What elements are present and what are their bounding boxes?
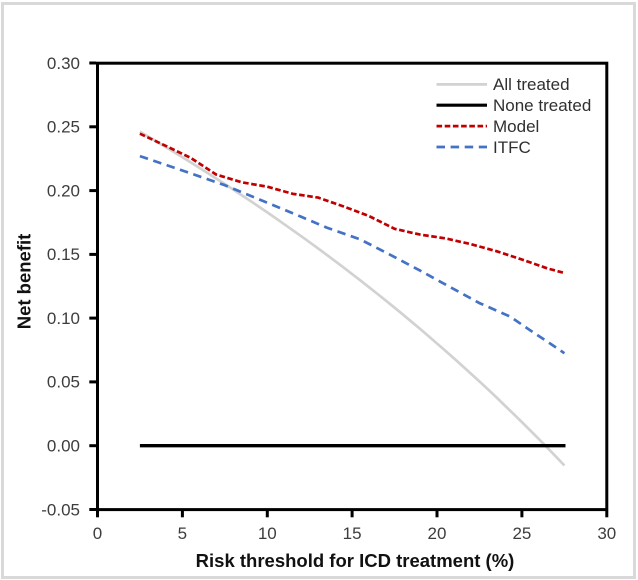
svg-text:0.20: 0.20 (47, 181, 80, 200)
svg-text:25: 25 (512, 524, 531, 543)
svg-text:0: 0 (93, 524, 102, 543)
svg-text:20: 20 (428, 524, 447, 543)
svg-text:All treated: All treated (493, 75, 570, 94)
svg-text:Risk threshold for ICD treatme: Risk threshold for ICD treatment (%) (196, 550, 515, 571)
svg-text:15: 15 (343, 524, 362, 543)
svg-text:0.25: 0.25 (47, 118, 80, 137)
svg-text:Model: Model (493, 117, 539, 136)
svg-text:0.00: 0.00 (47, 437, 80, 456)
svg-text:5: 5 (178, 524, 187, 543)
svg-text:10: 10 (258, 524, 277, 543)
svg-text:Net benefit: Net benefit (14, 234, 35, 330)
svg-text:-0.05: -0.05 (41, 500, 80, 519)
svg-text:0.05: 0.05 (47, 373, 80, 392)
svg-text:0.10: 0.10 (47, 309, 80, 328)
svg-text:0.15: 0.15 (47, 245, 80, 264)
svg-text:ITFC: ITFC (493, 138, 531, 157)
svg-text:0.30: 0.30 (47, 54, 80, 73)
svg-text:None treated: None treated (493, 96, 591, 115)
svg-text:30: 30 (597, 524, 616, 543)
